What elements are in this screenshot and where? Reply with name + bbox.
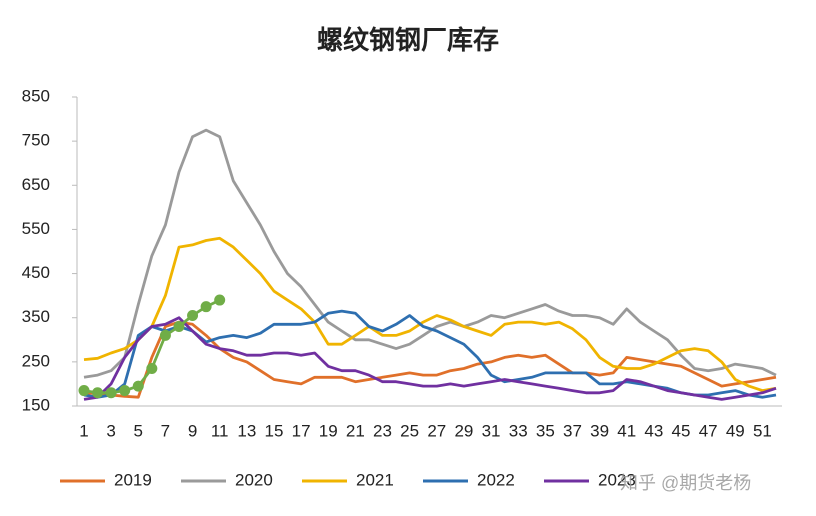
x-tick-label: 31 (482, 421, 501, 440)
y-tick-label: 350 (22, 307, 50, 326)
series-line (83, 128, 777, 379)
x-tick-label: 23 (373, 421, 392, 440)
series-line (83, 298, 221, 395)
legend-label: 2019 (114, 470, 152, 489)
series-line (83, 320, 777, 399)
legend-label: 2021 (356, 470, 394, 489)
data-point (105, 387, 117, 399)
y-tick-label: 750 (22, 131, 50, 150)
series-line (83, 316, 777, 401)
x-tick-label: 43 (644, 421, 663, 440)
data-point (173, 321, 185, 333)
y-tick-label: 550 (22, 219, 50, 238)
x-tick-label: 11 (211, 421, 229, 440)
series-line (83, 236, 777, 392)
x-tick-label: 39 (590, 421, 609, 440)
x-tick-label: 1 (79, 421, 88, 440)
x-tick-label: 49 (726, 421, 745, 440)
x-tick-label: 29 (454, 421, 473, 440)
x-tick-label: 35 (536, 421, 555, 440)
legend-label: 2022 (477, 470, 515, 489)
x-tick-label: 27 (427, 421, 446, 440)
data-point (214, 294, 226, 306)
x-tick-label: 7 (161, 421, 170, 440)
x-tick-label: 47 (699, 421, 718, 440)
x-tick-label: 45 (672, 421, 691, 440)
x-tick-label: 9 (188, 421, 197, 440)
data-point (187, 310, 199, 322)
data-point (92, 387, 104, 399)
y-tick-label: 250 (22, 351, 50, 370)
x-tick-label: 51 (753, 421, 772, 440)
legend-label: 2020 (235, 470, 273, 489)
x-tick-label: 21 (346, 421, 365, 440)
chart-title: 螺纹钢钢厂库存 (317, 25, 499, 55)
x-tick-label: 17 (292, 421, 311, 440)
data-point (159, 329, 171, 341)
data-point (78, 385, 90, 397)
data-point (200, 301, 212, 313)
y-tick-label: 850 (22, 86, 50, 105)
x-tick-label: 5 (134, 421, 143, 440)
x-tick-label: 15 (264, 421, 283, 440)
x-tick-label: 33 (509, 421, 528, 440)
data-point (146, 362, 158, 374)
data-point (132, 380, 144, 392)
x-tick-label: 13 (237, 421, 256, 440)
y-tick-label: 650 (22, 175, 50, 194)
x-tick-label: 3 (106, 421, 115, 440)
x-tick-label: 41 (617, 421, 636, 440)
x-tick-label: 19 (319, 421, 338, 440)
x-tick-label: 37 (563, 421, 582, 440)
legend-label: 2023 (598, 470, 636, 489)
y-tick-label: 150 (22, 395, 50, 414)
x-tick-label: 25 (400, 421, 419, 440)
watermark: 知乎 @期货老杨 (620, 473, 751, 493)
y-tick-label: 450 (22, 263, 50, 282)
data-point (119, 385, 131, 397)
